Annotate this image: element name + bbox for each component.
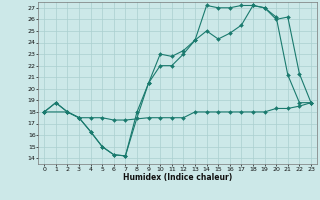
- X-axis label: Humidex (Indice chaleur): Humidex (Indice chaleur): [123, 173, 232, 182]
